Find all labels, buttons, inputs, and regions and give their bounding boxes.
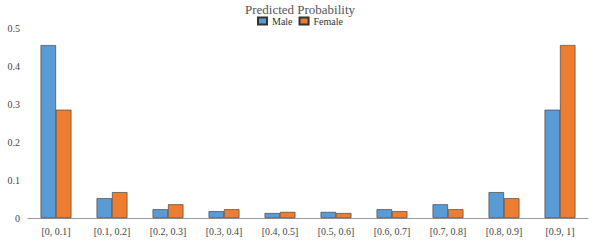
svg-text:[0.9, 1]: [0.9, 1] — [545, 226, 574, 237]
svg-text:[0.2, 0.3]: [0.2, 0.3] — [150, 226, 187, 237]
svg-text:[0.3, 0.4]: [0.3, 0.4] — [206, 226, 243, 237]
svg-text:Male: Male — [272, 16, 293, 27]
svg-text:[0.1, 0.2]: [0.1, 0.2] — [94, 226, 131, 237]
svg-text:Female: Female — [314, 16, 344, 27]
svg-text:0.1: 0.1 — [8, 175, 21, 186]
svg-text:Predicted Probability: Predicted Probability — [245, 2, 356, 17]
svg-text:[0.4, 0.5]: [0.4, 0.5] — [262, 226, 299, 237]
svg-text:[0.6, 0.7]: [0.6, 0.7] — [374, 226, 411, 237]
svg-text:0.2: 0.2 — [8, 137, 21, 148]
svg-text:0.4: 0.4 — [8, 61, 21, 72]
svg-text:[0.7, 0.8]: [0.7, 0.8] — [430, 226, 467, 237]
svg-text:0.5: 0.5 — [8, 23, 21, 34]
svg-text:[0.5, 0.6]: [0.5, 0.6] — [318, 226, 355, 237]
svg-text:0.3: 0.3 — [8, 99, 21, 110]
svg-text:[0, 0.1]: [0, 0.1] — [41, 226, 70, 237]
svg-text:0: 0 — [15, 213, 20, 224]
svg-text:[0.8, 0.9]: [0.8, 0.9] — [486, 226, 523, 237]
